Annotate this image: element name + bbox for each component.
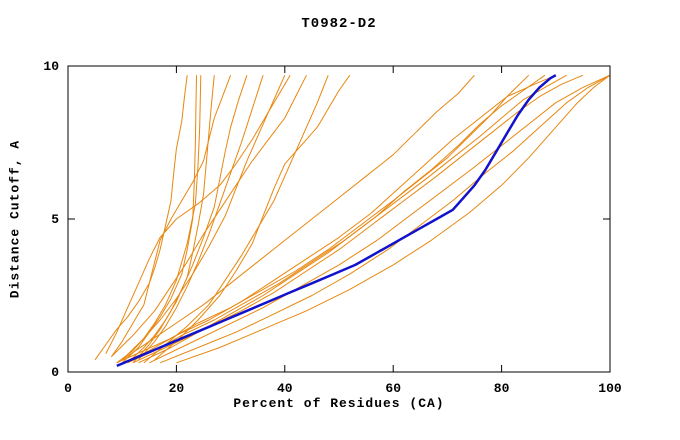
y-tick-label: 10 (43, 59, 59, 74)
curve-model-08 (121, 74, 286, 361)
curve-highlight-model (116, 74, 557, 368)
curve-model-13 (121, 74, 475, 361)
x-tick-label: 60 (385, 381, 401, 396)
x-tick-label: 100 (598, 381, 622, 396)
curve-model-11 (143, 75, 329, 364)
curve-model-14 (116, 74, 530, 364)
curve-model-07 (138, 75, 264, 361)
curve-model-05 (110, 75, 232, 357)
chart-title: T0982-D2 (301, 16, 377, 32)
curve-model-19 (149, 74, 611, 364)
curve-model-21 (176, 74, 611, 364)
x-axis-label: Percent of Residues (CA) (233, 396, 445, 411)
curve-model-17 (132, 74, 567, 364)
x-tick-label: 0 (64, 381, 72, 396)
curve-model-06 (132, 75, 248, 364)
curve-model-10 (111, 74, 307, 358)
y-tick-label: 5 (51, 212, 59, 227)
axis-box (67, 65, 611, 373)
curve-model-12 (154, 74, 351, 361)
curve-model-15 (127, 74, 546, 364)
curve-model-03 (116, 75, 202, 364)
x-tick-label: 40 (277, 381, 293, 396)
curve-model-20 (159, 74, 611, 364)
curve-model-09 (105, 74, 291, 354)
x-tick-label: 80 (494, 381, 510, 396)
curve-model-01 (94, 75, 188, 361)
x-tick-label: 20 (169, 381, 185, 396)
y-tick-label: 0 (51, 365, 59, 380)
curve-model-02 (121, 75, 197, 364)
curve-model-16 (121, 74, 556, 364)
